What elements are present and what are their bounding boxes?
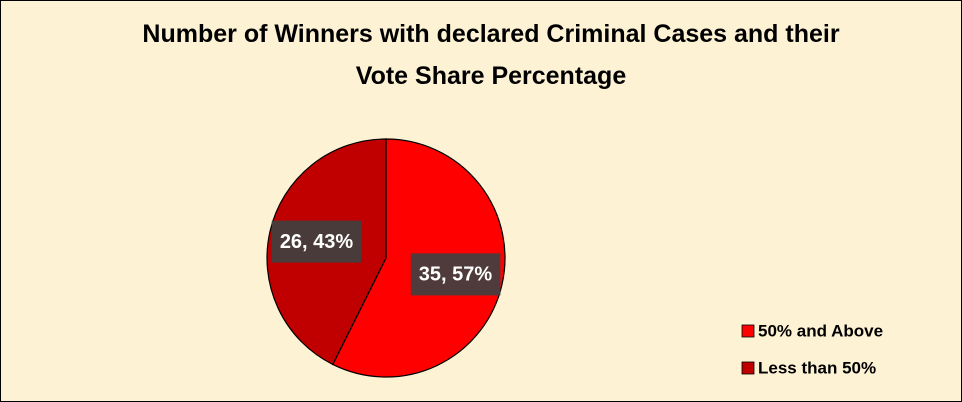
data-label: 26, 43%	[271, 220, 362, 263]
legend-box	[734, 312, 932, 396]
data-label: 35, 57%	[410, 253, 501, 296]
data-label-box	[271, 220, 362, 263]
data-label-text: 35, 57%	[419, 264, 493, 286]
legend-swatch	[741, 324, 755, 338]
data-label-text: 26, 43%	[280, 231, 354, 253]
legend-label: 50% and Above	[758, 321, 883, 340]
chart-title: Number of Winners with declared Criminal…	[142, 20, 840, 90]
legend-label: Less than 50%	[758, 358, 876, 377]
data-label-box	[410, 253, 501, 296]
legend-swatch	[741, 361, 755, 375]
